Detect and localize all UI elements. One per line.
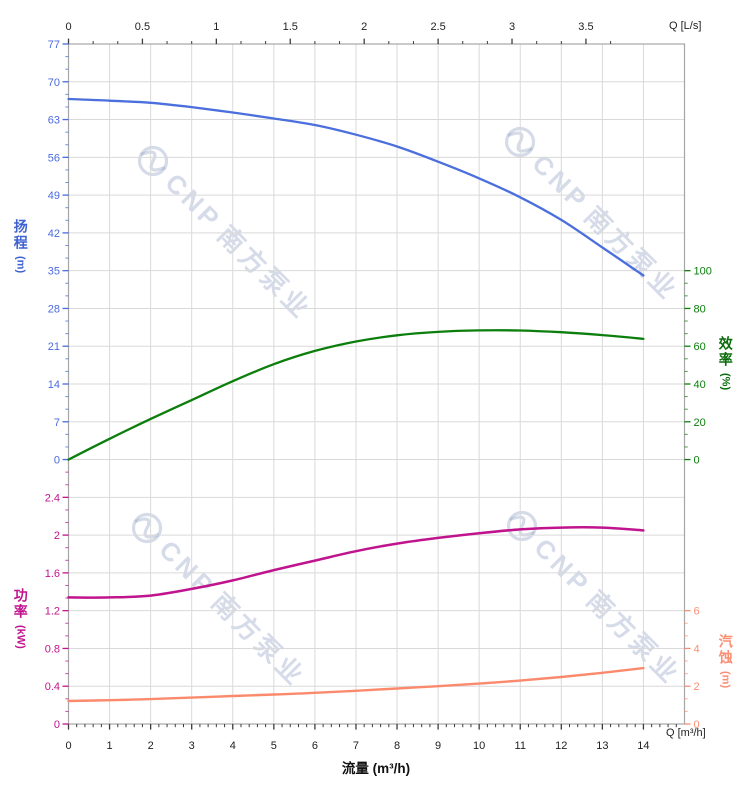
npsh-tick-label: 4: [694, 643, 700, 655]
bottom-tick-label: 5: [271, 740, 277, 752]
efficiency-tick-label: 0: [694, 455, 700, 467]
top-tick-label: 2.5: [430, 21, 445, 33]
power-tick-label: 2.4: [45, 492, 60, 504]
npsh-tick-label: 6: [694, 606, 700, 618]
power-axis-unit: (kW): [14, 625, 27, 649]
head-tick-label: 28: [48, 303, 60, 315]
bottom-tick-label: 11: [515, 740, 526, 752]
top-tick-label: 1.5: [283, 21, 298, 33]
efficiency-tick-label: 100: [694, 266, 712, 278]
head-tick-label: 21: [48, 341, 60, 353]
head-tick-label: 14: [48, 379, 60, 391]
power-tick-label: 0.4: [45, 681, 60, 693]
bottom-tick-label: 9: [435, 740, 441, 752]
top-tick-label: 3: [509, 21, 515, 33]
top-tick-label: 3.5: [578, 21, 593, 33]
npsh_curve: [67, 666, 645, 703]
gridlines: [68, 44, 685, 724]
power-tick-label: 0: [54, 719, 60, 731]
cnp-logo-icon: [137, 145, 169, 177]
efficiency-axis-title: 效率 (%): [717, 336, 734, 391]
head-axis-title-zh: 扬程: [12, 219, 29, 251]
power_curve: [67, 526, 645, 599]
npsh-axis-title: 汽蚀 (m): [717, 634, 734, 689]
top-axis-unit-label: Q [L/s]: [669, 20, 702, 32]
bottom-tick-label: 6: [312, 740, 318, 752]
top-tick-label: 0.5: [135, 21, 150, 33]
bottom-tick-label: 4: [230, 740, 236, 752]
head-axis-unit: (m): [14, 256, 27, 274]
head-axis-title: 扬程 (m): [12, 219, 29, 274]
head-tick-label: 7: [54, 417, 60, 429]
axis-tick-labels: 0 0.5 1 1.5 2 2.5 3 3.50 1 2 3 4 5 6 7 8 9 10 11 12 13 140714…: [45, 21, 712, 752]
bottom-tick-label: 7: [353, 740, 359, 752]
efficiency-tick-label: 20: [694, 417, 706, 429]
power-axis-title: 功率 (kW): [12, 588, 29, 649]
bottom-tick-label: 8: [394, 740, 400, 752]
bottom-tick-label: 10: [473, 740, 485, 752]
watermark-cnp: CNP 南方泵业: [129, 137, 319, 327]
head-tick-label: 56: [48, 152, 60, 164]
bottom-tick-label: 13: [596, 740, 608, 752]
top-tick-label: 1: [213, 21, 219, 33]
bottom-tick-label: 3: [189, 740, 195, 752]
head-tick-label: 35: [48, 266, 60, 278]
head-tick-label: 0: [54, 455, 60, 467]
head-tick-label: 63: [48, 115, 60, 127]
bottom-tick-label: 12: [555, 740, 567, 752]
bottom-axis-unit-label: Q [m³/h]: [666, 727, 706, 739]
head_curve: [67, 97, 645, 277]
curves: [67, 97, 645, 703]
power-tick-label: 1.2: [45, 606, 60, 618]
efficiency-axis-unit: (%): [719, 373, 732, 391]
bottom-tick-label: 2: [148, 740, 154, 752]
bottom-tick-label: 0: [65, 740, 71, 752]
power-tick-label: 1.6: [45, 568, 60, 580]
npsh-tick-label: 0: [694, 719, 700, 731]
head-tick-label: 77: [48, 39, 60, 51]
power-tick-label: 0.8: [45, 643, 60, 655]
efficiency-tick-label: 40: [694, 379, 706, 391]
head-tick-label: 49: [48, 190, 60, 202]
npsh-axis-title-zh: 汽蚀: [717, 634, 734, 666]
npsh-tick-label: 2: [694, 681, 700, 693]
efficiency_curve: [67, 329, 645, 461]
head-tick-label: 42: [48, 228, 60, 240]
head-tick-label: 70: [48, 77, 60, 89]
top-tick-label: 0: [65, 21, 71, 33]
efficiency-axis-title-zh: 效率: [717, 336, 734, 368]
bottom-tick-label: 1: [107, 740, 113, 752]
power-axis-title-zh: 功率: [12, 588, 29, 620]
npsh-axis-unit: (m): [719, 671, 732, 689]
efficiency-tick-label: 60: [694, 341, 706, 353]
top-tick-label: 2: [361, 21, 367, 33]
efficiency-tick-label: 80: [694, 303, 706, 315]
flow-axis-title: 流量 (m³/h): [341, 761, 411, 776]
power-tick-label: 2: [54, 530, 60, 542]
bottom-tick-label: 14: [637, 740, 649, 752]
axis-ticks: [62, 38, 691, 730]
